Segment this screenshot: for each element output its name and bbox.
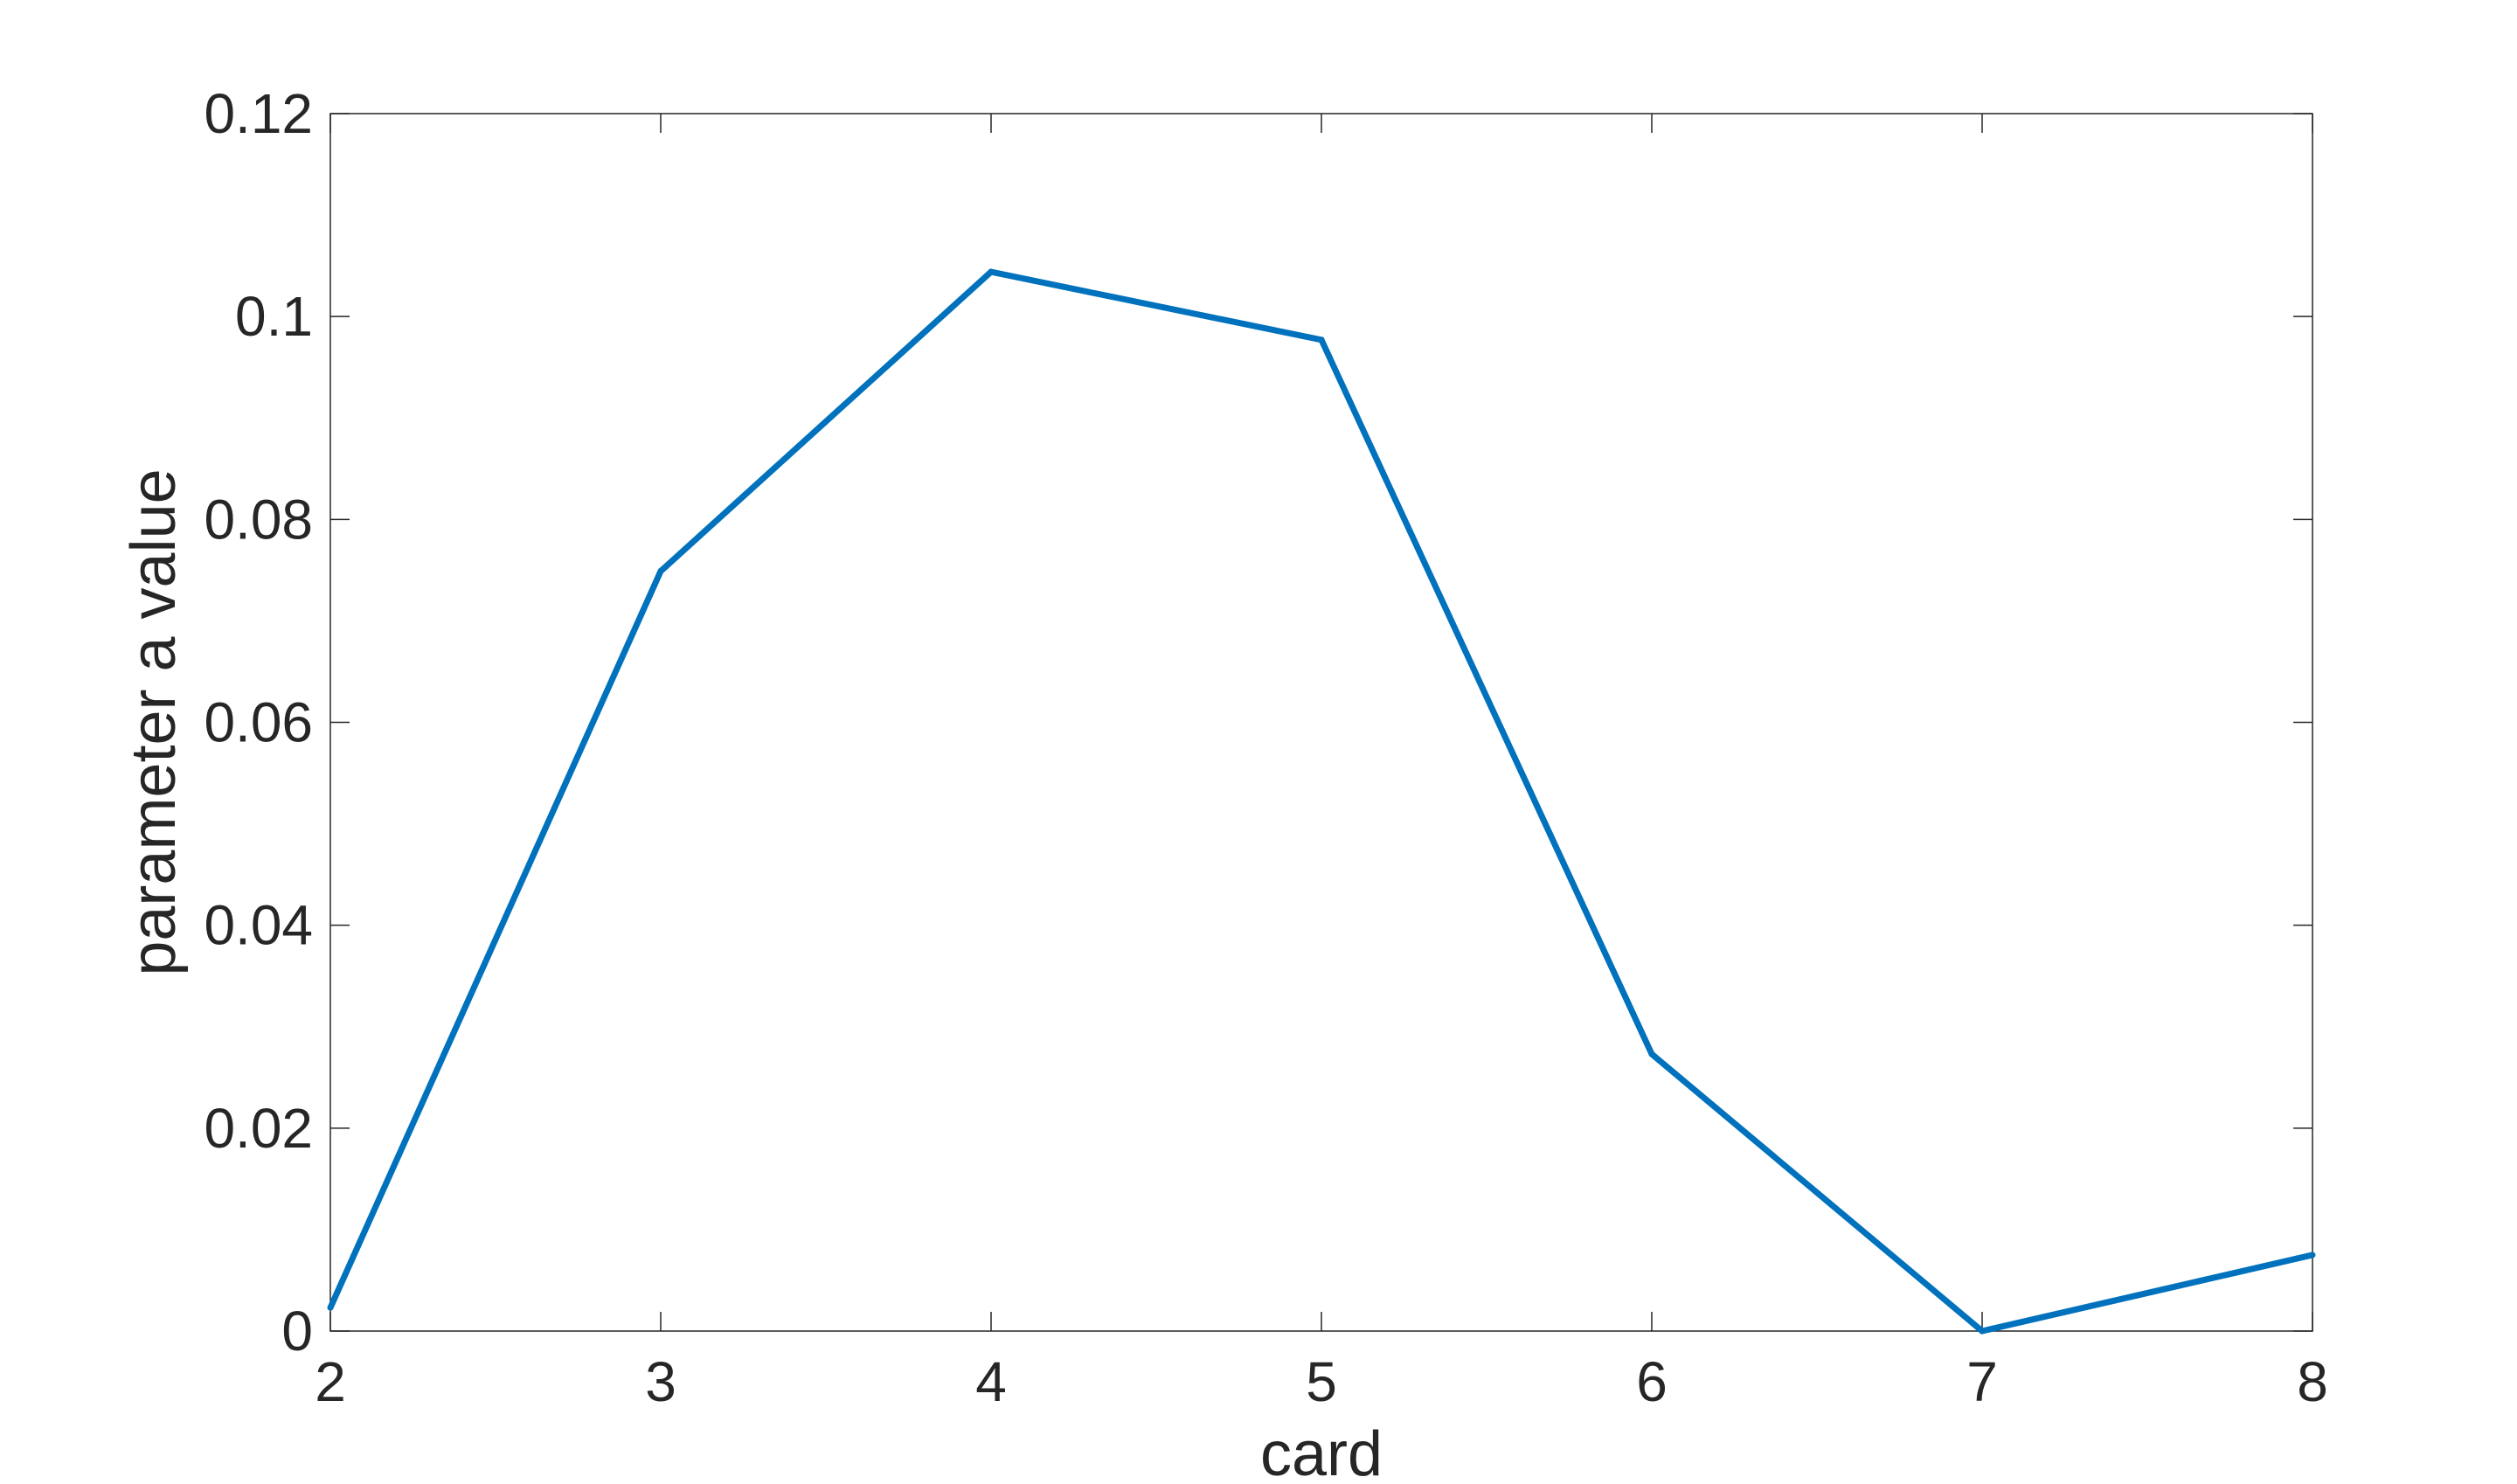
data-point: [2309, 1252, 2316, 1259]
data-point: [1979, 1328, 1986, 1335]
data-point: [1648, 1051, 1655, 1058]
data-point: [327, 1304, 334, 1311]
y-tick-label: 0.06: [204, 691, 313, 754]
y-tick-label: 0.1: [235, 285, 313, 348]
y-tick-label: 0.02: [204, 1097, 313, 1160]
y-tick-label: 0.08: [204, 488, 313, 551]
x-tick-label: 5: [1306, 1350, 1337, 1413]
x-tick-label: 8: [2297, 1350, 2328, 1413]
y-tick-label: 0.12: [204, 82, 313, 145]
data-point: [657, 568, 664, 575]
y-axis-label: parameter a value: [119, 468, 189, 975]
data-point: [1318, 336, 1325, 343]
x-axis-label: card: [1260, 1419, 1383, 1484]
x-tick-label: 4: [975, 1350, 1007, 1413]
y-tick-label: 0: [281, 1300, 313, 1363]
x-tick-label: 6: [1636, 1350, 1668, 1413]
y-tick-label: 0.04: [204, 894, 313, 957]
x-tick-label: 7: [1966, 1350, 1998, 1413]
x-tick-label: 2: [315, 1350, 346, 1413]
x-tick-label: 3: [645, 1350, 676, 1413]
plot-area: 2 3 4 5 6 7 8 0 0.02 0.04 0.06 0.08 0.1 0.12: [204, 82, 2327, 1413]
data-point: [988, 268, 995, 275]
